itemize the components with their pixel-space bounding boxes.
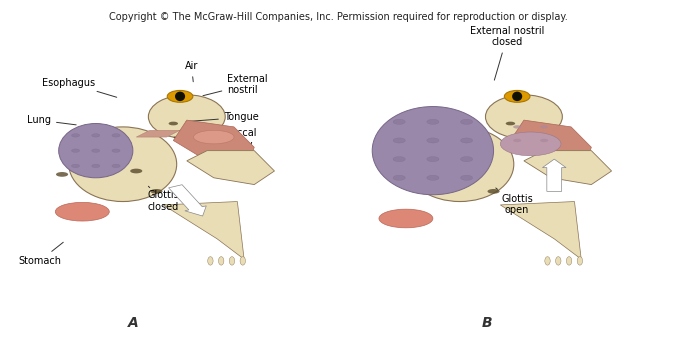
Text: Esophagus: Esophagus: [42, 78, 116, 97]
Ellipse shape: [69, 127, 177, 201]
Ellipse shape: [112, 149, 120, 152]
Ellipse shape: [460, 119, 473, 124]
Text: Glottis
closed: Glottis closed: [148, 186, 179, 212]
Ellipse shape: [59, 123, 133, 178]
Text: Lung: Lung: [27, 115, 77, 125]
Ellipse shape: [427, 157, 439, 162]
Ellipse shape: [92, 164, 100, 168]
Ellipse shape: [512, 92, 522, 101]
Text: B: B: [481, 316, 492, 330]
Ellipse shape: [72, 134, 80, 137]
Ellipse shape: [72, 149, 80, 152]
Ellipse shape: [393, 157, 406, 162]
Ellipse shape: [175, 92, 185, 101]
Ellipse shape: [460, 138, 473, 143]
Ellipse shape: [500, 132, 561, 156]
Ellipse shape: [230, 256, 235, 265]
Polygon shape: [510, 120, 591, 168]
Ellipse shape: [427, 119, 439, 124]
Ellipse shape: [467, 169, 479, 173]
Text: External
nostril: External nostril: [203, 74, 268, 96]
Ellipse shape: [427, 175, 439, 180]
Ellipse shape: [485, 95, 563, 139]
Text: Air: Air: [185, 61, 198, 82]
FancyArrow shape: [169, 185, 206, 216]
Ellipse shape: [487, 189, 500, 194]
Ellipse shape: [504, 90, 530, 102]
Ellipse shape: [92, 149, 100, 152]
Ellipse shape: [393, 172, 406, 177]
Ellipse shape: [92, 134, 100, 137]
Ellipse shape: [208, 256, 213, 265]
Text: Stomach: Stomach: [18, 242, 63, 266]
Ellipse shape: [167, 90, 193, 102]
Ellipse shape: [540, 125, 548, 129]
Ellipse shape: [240, 256, 246, 265]
Polygon shape: [163, 201, 244, 259]
Polygon shape: [187, 150, 274, 185]
Ellipse shape: [148, 95, 225, 139]
Text: Tongue: Tongue: [186, 113, 259, 122]
Ellipse shape: [460, 157, 473, 162]
Ellipse shape: [393, 175, 406, 180]
Ellipse shape: [460, 175, 473, 180]
Ellipse shape: [506, 122, 515, 126]
Ellipse shape: [219, 256, 224, 265]
Ellipse shape: [513, 125, 521, 129]
Ellipse shape: [130, 169, 142, 173]
Ellipse shape: [372, 107, 494, 195]
Polygon shape: [500, 201, 582, 259]
Ellipse shape: [150, 189, 162, 194]
Ellipse shape: [56, 202, 109, 221]
Text: External nostril
closed: External nostril closed: [470, 26, 544, 80]
Ellipse shape: [112, 164, 120, 168]
Ellipse shape: [393, 119, 406, 124]
Ellipse shape: [169, 122, 178, 126]
Ellipse shape: [577, 256, 583, 265]
Ellipse shape: [112, 134, 120, 137]
Ellipse shape: [567, 256, 572, 265]
Polygon shape: [136, 130, 180, 137]
Ellipse shape: [393, 138, 406, 143]
Ellipse shape: [420, 145, 432, 150]
Ellipse shape: [513, 139, 521, 142]
FancyArrow shape: [542, 159, 566, 192]
Ellipse shape: [556, 256, 561, 265]
Ellipse shape: [56, 172, 68, 177]
Ellipse shape: [72, 164, 80, 168]
Ellipse shape: [406, 127, 514, 201]
Text: Buccal
cavity: Buccal cavity: [174, 128, 257, 149]
Text: A: A: [127, 316, 138, 330]
Ellipse shape: [540, 139, 548, 142]
Ellipse shape: [545, 256, 550, 265]
Ellipse shape: [83, 145, 95, 150]
Ellipse shape: [427, 138, 439, 143]
Text: Glottis
open: Glottis open: [496, 188, 533, 215]
Ellipse shape: [194, 130, 234, 144]
Text: Copyright © The McGraw-Hill Companies, Inc. Permission required for reproduction: Copyright © The McGraw-Hill Companies, I…: [109, 12, 568, 22]
Polygon shape: [524, 150, 611, 185]
Ellipse shape: [379, 209, 433, 228]
Polygon shape: [173, 120, 255, 168]
